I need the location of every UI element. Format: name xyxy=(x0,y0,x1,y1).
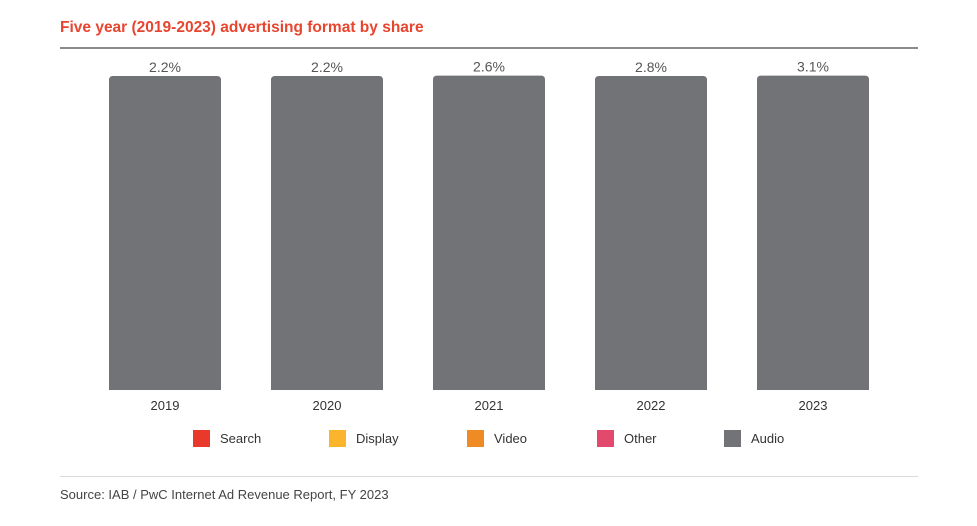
legend-label-audio: Audio xyxy=(751,430,785,446)
legend-label-video: Video xyxy=(494,430,528,446)
legend-item-other: Other xyxy=(597,428,657,448)
data-label-audio-2020: 2.2% xyxy=(311,59,343,75)
legend-item-search: Search xyxy=(193,428,261,448)
legend-item-display: Display xyxy=(329,428,399,448)
x-tick-label-2023: 2023 xyxy=(799,398,828,413)
legend-label-other: Other xyxy=(624,430,657,446)
x-tick-label-2019: 2019 xyxy=(151,398,180,413)
footer-divider xyxy=(60,476,918,477)
legend-swatch-audio xyxy=(724,429,741,447)
data-label-audio-2019: 2.2% xyxy=(149,59,181,75)
source-note: Source: IAB / PwC Internet Ad Revenue Re… xyxy=(60,487,389,502)
bar-segment-audio-2020 xyxy=(271,76,383,390)
x-tick-label-2022: 2022 xyxy=(637,398,666,413)
legend-swatch-display xyxy=(329,429,346,447)
bar-segment-audio-2022 xyxy=(595,76,707,390)
legend-label-display: Display xyxy=(356,430,399,446)
legend-item-video: Video xyxy=(467,428,527,448)
chart-title: Five year (2019-2023) advertising format… xyxy=(60,19,424,36)
legend-swatch-video xyxy=(467,429,484,447)
bar-segment-audio-2021 xyxy=(433,75,545,390)
data-label-audio-2023: 3.1% xyxy=(797,59,829,75)
title-divider xyxy=(60,47,918,49)
chart-legend: Search Display Video Other Audio xyxy=(0,428,977,448)
data-label-audio-2021: 2.6% xyxy=(473,59,505,75)
x-tick-label-2020: 2020 xyxy=(313,398,342,413)
stacked-bar-chart: 43.9%30.6%17.4%5.9%2.2%201942.2%31.5%18.… xyxy=(109,59,869,413)
bar-segment-audio-2023 xyxy=(757,75,869,390)
legend-swatch-search xyxy=(193,429,210,447)
x-tick-label-2021: 2021 xyxy=(475,398,504,413)
legend-label-search: Search xyxy=(220,430,262,446)
legend-swatch-other xyxy=(597,429,614,447)
bar-segment-audio-2019 xyxy=(109,76,221,390)
legend-item-audio: Audio xyxy=(724,428,784,448)
data-label-audio-2022: 2.8% xyxy=(635,59,667,75)
